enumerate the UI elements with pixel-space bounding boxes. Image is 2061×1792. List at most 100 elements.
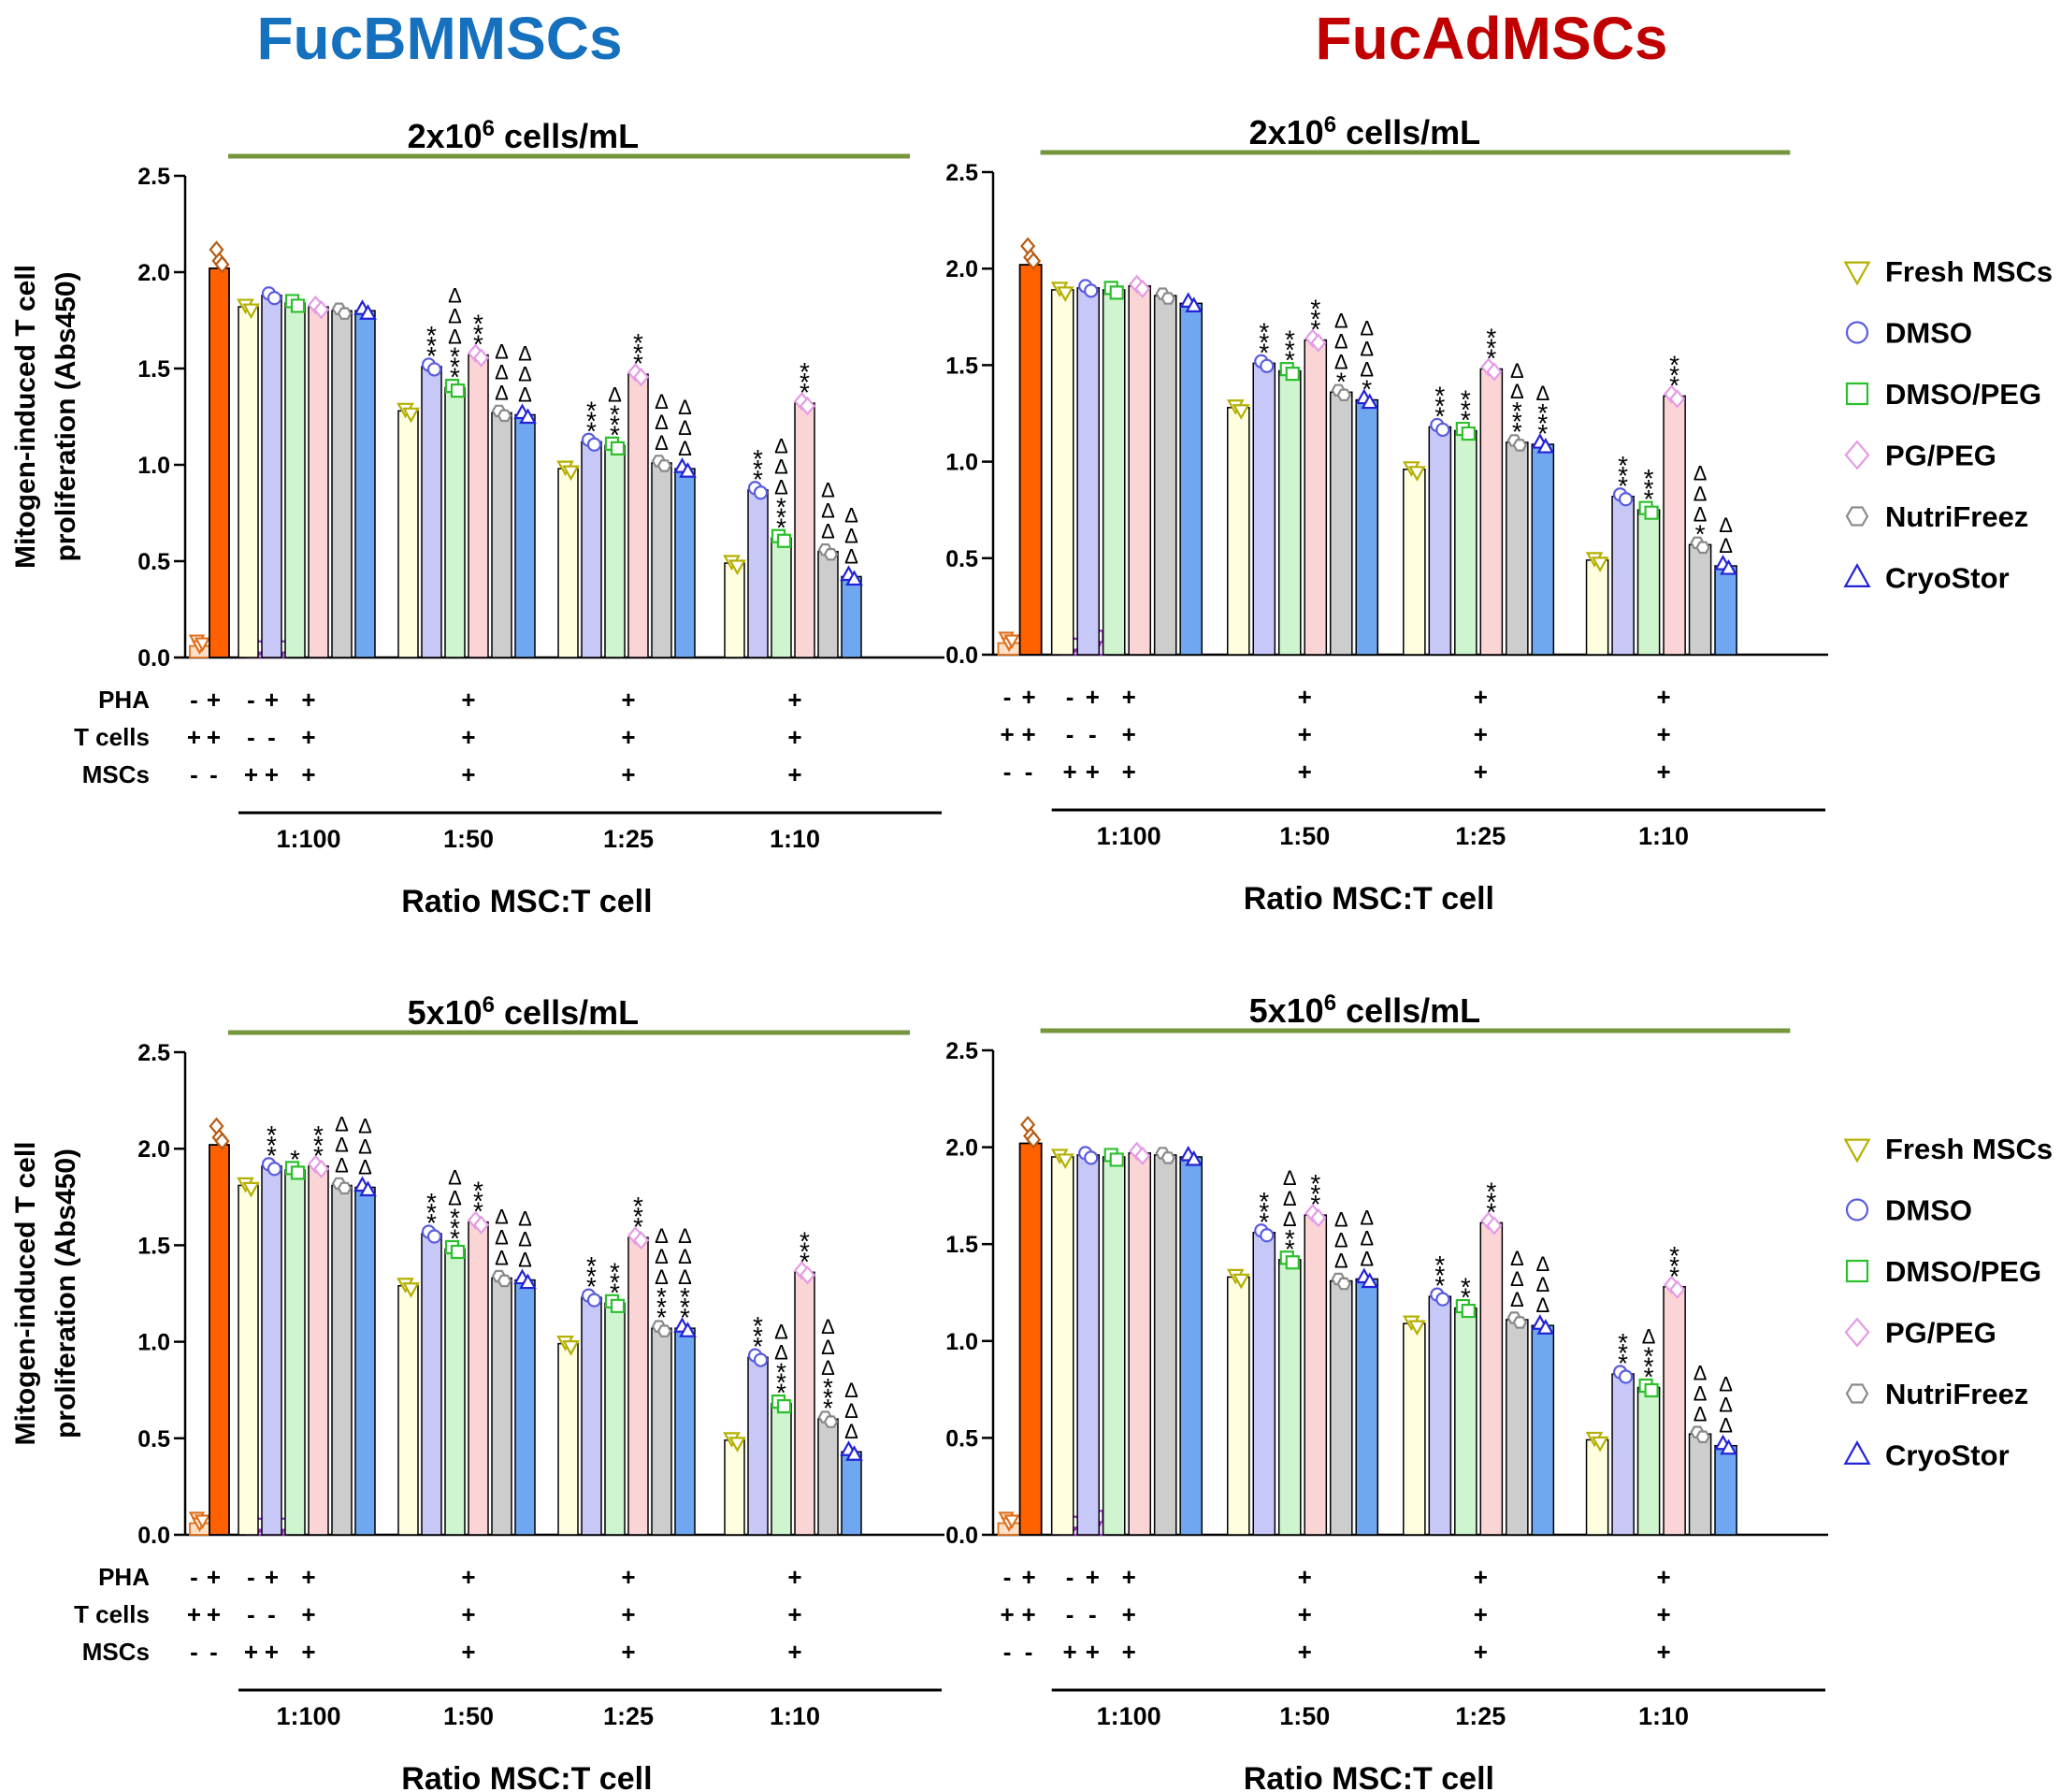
significance-delta: Δ xyxy=(1360,338,1374,361)
significance-star: * xyxy=(633,1202,643,1231)
bar-pg-peg xyxy=(794,1271,815,1536)
bar-cryostor xyxy=(1531,1324,1555,1536)
significance-star: * xyxy=(776,1358,786,1387)
bar-cryostor xyxy=(1714,1444,1737,1536)
significance-delta: Δ xyxy=(1510,380,1524,403)
legend-label: PG/PEG xyxy=(1885,440,1996,472)
significance-star: * xyxy=(1486,1177,1496,1206)
significance-star: * xyxy=(753,1322,763,1351)
bar-fresh-mscs xyxy=(397,410,419,658)
category-label: 1:50 xyxy=(1279,1702,1330,1730)
bar-dmso xyxy=(1076,287,1101,656)
significance-delta: Δ xyxy=(1283,1207,1297,1231)
significance-star: * xyxy=(1512,397,1522,426)
legend-label: CryoStor xyxy=(1885,562,2010,595)
panel-bm-5x10-6: 5x106 cells/mL 0.0 0.5 1.0 1.5 2.0 2.5 Mitogen-… xyxy=(10,992,944,1792)
control-condition-sign: - xyxy=(267,723,276,751)
significance-delta: Δ xyxy=(495,1225,509,1249)
x-axis-label: Ratio MSC:T cell xyxy=(401,1761,652,1792)
ratio-condition-sign: + xyxy=(1656,1638,1670,1666)
significance-star: * xyxy=(1618,451,1628,480)
significance-star: * xyxy=(426,1198,437,1227)
control-condition-sign: - xyxy=(247,686,255,714)
bar-dmso xyxy=(1428,426,1452,656)
control-condition-sign: + xyxy=(265,760,279,788)
significance-delta: Δ xyxy=(1719,534,1733,557)
significance-star: * xyxy=(426,1208,437,1237)
significance-delta: Δ xyxy=(1334,1208,1348,1232)
ratio-condition-sign: + xyxy=(301,723,315,751)
bar-pg-peg xyxy=(1304,339,1328,656)
significance-star: * xyxy=(823,1394,833,1423)
significance-delta: Δ xyxy=(1693,502,1708,526)
data-point xyxy=(1668,1279,1686,1299)
legend-label: NutriFreez xyxy=(1885,1378,2028,1410)
data-point xyxy=(497,1274,512,1288)
control-condition-sign: - xyxy=(1088,720,1097,748)
control-point xyxy=(194,1514,211,1530)
ratio-condition-sign: + xyxy=(461,686,475,714)
data-point xyxy=(1109,1152,1124,1167)
significance-delta: Δ xyxy=(774,455,788,478)
data-point xyxy=(1435,422,1450,438)
significance-delta: Δ xyxy=(1535,1252,1549,1276)
legend-label: PG/PEG xyxy=(1885,1317,1996,1350)
control-condition-sign: + xyxy=(1063,1638,1077,1666)
significance-delta: Δ xyxy=(1535,1293,1549,1317)
significance-star: * xyxy=(680,1282,690,1311)
significance-star: * xyxy=(473,1177,483,1206)
significance-star: * xyxy=(426,331,437,360)
legend-label: Fresh MSCs xyxy=(1885,255,2053,288)
y-tick-label: 0.5 xyxy=(945,1425,978,1452)
control-bar xyxy=(1018,264,1043,656)
legend-top: Fresh MSCs DMSO DMSO/PEG PG/PEG NutriFreez Cr… xyxy=(1843,255,2053,595)
significance-star: * xyxy=(1285,1235,1295,1264)
bar-nutrifreez xyxy=(491,412,512,658)
x-axis-label: Ratio MSC:T cell xyxy=(401,884,652,919)
bar-cryostor xyxy=(354,1186,376,1536)
significance-delta: Δ xyxy=(655,390,669,413)
y-tick-label: 1.0 xyxy=(137,1330,170,1356)
significance-delta: Δ xyxy=(448,1166,462,1190)
control-condition-sign: - xyxy=(267,1600,276,1628)
data-point xyxy=(402,1282,420,1298)
significance-star: * xyxy=(1434,1261,1445,1290)
significance-star: * xyxy=(1259,327,1269,356)
bar-nutrifreez xyxy=(1506,441,1529,656)
legend-marker-nutrifreez xyxy=(1845,506,1869,527)
significance-delta: Δ xyxy=(1719,513,1733,537)
control-condition-sign: + xyxy=(265,686,279,714)
bar-dmso-peg xyxy=(444,1248,466,1536)
ratio-condition-sign: + xyxy=(1656,683,1670,711)
significance-delta: Δ xyxy=(1719,1373,1733,1396)
ratio-condition-sign: + xyxy=(1298,758,1312,786)
bar-nutrifreez xyxy=(651,462,672,658)
control-condition-sign: - xyxy=(1003,1563,1012,1591)
data-point xyxy=(290,1165,306,1180)
control-point xyxy=(1003,1514,1020,1530)
ratio-condition-sign: + xyxy=(1122,720,1136,748)
data-point xyxy=(1618,1369,1634,1384)
data-point xyxy=(1461,1303,1476,1319)
significance-delta: Δ xyxy=(1510,359,1524,383)
y-tick-label: 0.5 xyxy=(137,549,170,575)
significance-delta: Δ xyxy=(518,1228,532,1251)
bar-dmso xyxy=(747,1356,769,1536)
significance-star: * xyxy=(1310,1169,1320,1198)
significance-star: * xyxy=(586,1262,597,1291)
significance-star: * xyxy=(1259,317,1269,346)
ratio-condition-sign: + xyxy=(1298,1563,1312,1591)
data-point xyxy=(610,1298,626,1313)
significance-delta: Δ xyxy=(678,396,692,419)
significance-star: * xyxy=(586,396,597,425)
data-point xyxy=(1361,393,1379,410)
y-tick-label: 2.5 xyxy=(945,1038,978,1064)
ratio-condition-sign: + xyxy=(621,1600,635,1628)
ratio-condition-sign: + xyxy=(1298,720,1312,748)
significance-star: * xyxy=(1669,1241,1679,1270)
significance-delta: Δ xyxy=(448,284,462,308)
significance-delta: Δ xyxy=(844,1399,858,1423)
significance-star: * xyxy=(776,502,786,531)
control-condition-sign: + xyxy=(1063,758,1077,786)
bar-pg-peg xyxy=(468,354,489,658)
